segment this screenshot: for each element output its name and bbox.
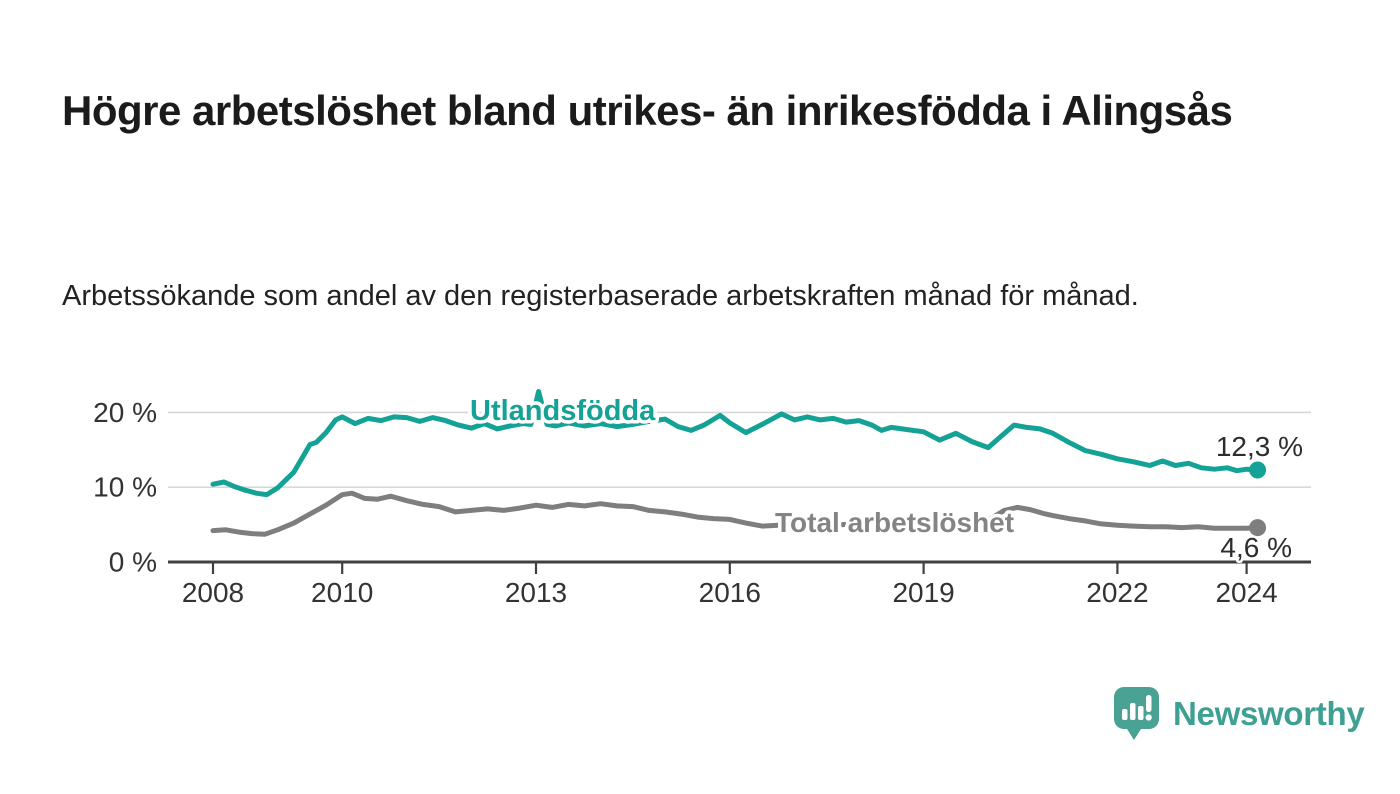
- x-tick-label-2008: 2008: [182, 577, 244, 608]
- x-tick-label-2024: 2024: [1215, 577, 1277, 608]
- series-line-utlandsfodda: [210, 389, 1261, 498]
- x-tick-label-2019: 2019: [892, 577, 954, 608]
- page-title: Högre arbetslöshet bland utrikes- än inr…: [62, 87, 1233, 135]
- x-tick-label-2022: 2022: [1086, 577, 1148, 608]
- series-end-dot-utlandsfodda: [1249, 461, 1267, 479]
- series-line-total: [210, 490, 1261, 537]
- series-end-dot-total: [1249, 519, 1267, 537]
- x-tick-label-2016: 2016: [699, 577, 761, 608]
- newsworthy-logo: Newsworthy: [1113, 686, 1365, 741]
- x-tick-label-2013: 2013: [505, 577, 567, 608]
- x-tick-label-2010: 2010: [311, 577, 373, 608]
- series-label-total: Total arbetslöshet: [775, 507, 1014, 538]
- y-axis-label-20: 20 %: [93, 397, 157, 428]
- y-axis-label-0: 0 %: [109, 547, 157, 578]
- value-label-utlandsfodda: 12,3 %: [1216, 431, 1303, 462]
- newsworthy-speech-bubble-bar-chart-icon: [1114, 687, 1159, 740]
- series-label-utlandsfodda: Utlandsfödda: [470, 395, 656, 427]
- page-subtitle: Arbetssökande som andel av den registerb…: [62, 280, 1139, 312]
- value-label-total: 4,6 %: [1220, 532, 1292, 563]
- brand-name: Newsworthy: [1173, 694, 1365, 732]
- y-axis-label-10: 10 %: [93, 472, 157, 503]
